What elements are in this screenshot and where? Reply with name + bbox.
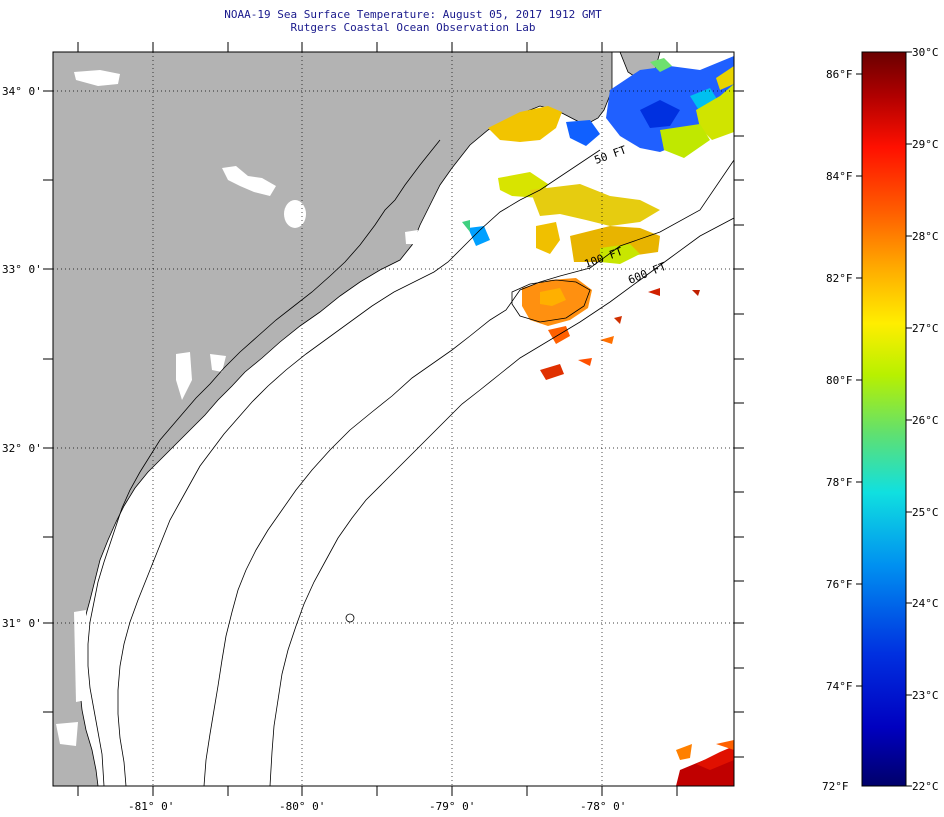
lat-label: 32° 0': [2, 442, 42, 455]
lon-label: -80° 0': [279, 800, 325, 813]
colorbar-c-label: 25°C: [912, 506, 939, 519]
colorbar-f-label: 86°F: [826, 68, 853, 81]
contour-50ft: [87, 139, 441, 786]
colorbar-c-label: 22°C: [912, 780, 939, 793]
colorbar-c-label: 29°C: [912, 138, 939, 151]
colorbar-f-label: 80°F: [826, 374, 853, 387]
colorbar: [861, 51, 907, 787]
lat-label: 31° 0': [2, 617, 42, 630]
lon-label: -79° 0': [429, 800, 475, 813]
colorbar-c-label: 23°C: [912, 689, 939, 702]
contour-100ft: [117, 149, 601, 786]
colorbar-c-label: 24°C: [912, 597, 939, 610]
contour-600ft: [269, 217, 734, 786]
axis-ticks: [43, 42, 744, 796]
map-title: NOAA-19 Sea Surface Temperature: August …: [224, 8, 602, 21]
map-frame: [52, 51, 735, 787]
colorbar-c-label: 27°C: [912, 322, 939, 335]
lat-label: 34° 0': [2, 85, 42, 98]
lat-label: 33° 0': [2, 263, 42, 276]
colorbar-c-label: 28°C: [912, 230, 939, 243]
colorbar-f-label: 72°F: [822, 780, 849, 793]
lon-label: -81° 0': [128, 800, 174, 813]
colorbar-f-label: 76°F: [826, 578, 853, 591]
sst-patches: [462, 56, 734, 786]
contour-300ft: [203, 159, 734, 786]
map-subtitle: Rutgers Coastal Ocean Observation Lab: [290, 21, 536, 34]
lon-label: -78° 0': [580, 800, 626, 813]
colorbar-c-label: 26°C: [912, 414, 939, 427]
colorbar-c-label: 30°C: [912, 46, 939, 59]
colorbar-f-label: 74°F: [826, 680, 853, 693]
colorbar-f-label: 82°F: [826, 272, 853, 285]
grid-lines: [53, 52, 734, 786]
colorbar-ticks: [856, 51, 912, 787]
colorbar-f-label: 78°F: [826, 476, 853, 489]
colorbar-f-label: 84°F: [826, 170, 853, 183]
